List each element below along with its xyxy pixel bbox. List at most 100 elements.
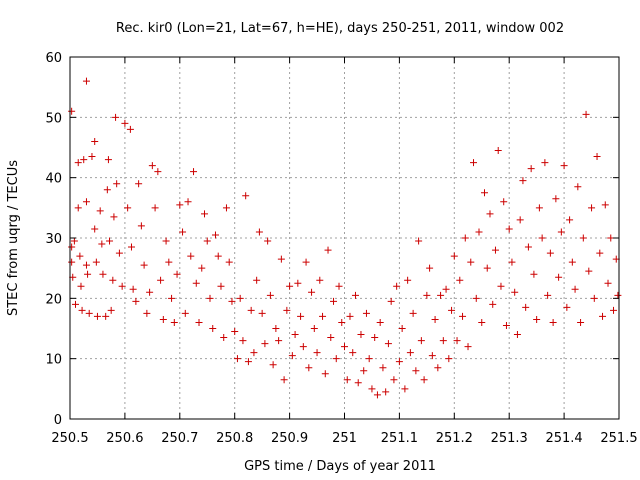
y-tick-label: 50 [45, 111, 62, 126]
data-point [395, 358, 403, 366]
x-tick-label: 251.3 [491, 431, 528, 446]
data-point [557, 228, 565, 236]
data-point [346, 312, 354, 320]
data-point [480, 189, 488, 197]
data-point [579, 234, 587, 242]
data-point [269, 361, 277, 369]
data-point [80, 156, 88, 164]
data-point [464, 343, 472, 351]
data-point [511, 288, 519, 296]
data-point [522, 303, 530, 311]
data-point [192, 279, 200, 287]
data-point [77, 282, 85, 290]
data-point [76, 252, 84, 260]
data-point [535, 204, 543, 212]
data-point [151, 204, 159, 212]
y-axis-ticks: 0 10 20 30 40 50 60 [45, 51, 619, 428]
data-point [571, 285, 579, 293]
data-point [214, 252, 222, 260]
data-point [288, 352, 296, 360]
data-point [431, 315, 439, 323]
data-point [68, 107, 76, 115]
data-point [84, 270, 92, 278]
data-point [203, 237, 211, 245]
data-point [368, 385, 376, 393]
data-point [283, 306, 291, 314]
data-point [137, 222, 145, 230]
data-point [91, 225, 99, 233]
y-tick-label: 20 [45, 292, 62, 307]
data-point [88, 153, 96, 161]
data-point [110, 213, 118, 221]
y-tick-label: 0 [54, 413, 62, 428]
data-point [68, 243, 76, 251]
data-point [198, 264, 206, 272]
x-tick-label: 250.6 [106, 431, 143, 446]
data-point [78, 306, 86, 314]
data-point [393, 282, 401, 290]
data-point [162, 237, 170, 245]
data-point [217, 282, 225, 290]
data-point [291, 331, 299, 339]
data-point [439, 337, 447, 345]
data-point [404, 276, 412, 284]
data-point [426, 264, 434, 272]
data-point [593, 153, 601, 161]
data-point [582, 110, 590, 118]
data-point [489, 300, 497, 308]
data-point [135, 180, 143, 188]
data-point [165, 258, 173, 266]
data-point [157, 276, 165, 284]
data-point [121, 119, 129, 127]
data-point [505, 225, 513, 233]
data-point [330, 297, 338, 305]
data-point [220, 334, 228, 342]
x-tick-label: 251.1 [381, 431, 418, 446]
data-point [417, 337, 425, 345]
data-point [146, 288, 154, 296]
data-point [563, 303, 571, 311]
data-point [588, 204, 596, 212]
data-point [494, 147, 502, 155]
data-point [106, 237, 114, 245]
data-point [448, 306, 456, 314]
data-point [107, 306, 115, 314]
data-point [96, 207, 104, 215]
data-point [599, 312, 607, 320]
data-point [604, 279, 612, 287]
data-point [313, 349, 321, 357]
data-point [533, 315, 541, 323]
data-point [470, 159, 478, 167]
y-tick-label: 30 [45, 232, 62, 247]
data-point [552, 195, 560, 203]
data-point [91, 137, 99, 145]
data-point [102, 312, 110, 320]
x-axis-ticks: 250.5 250.6 250.7 250.8 250.9 251 251.1 251.2 25… [51, 57, 638, 446]
data-point [324, 246, 332, 254]
data-point [258, 309, 266, 317]
data-point [428, 352, 436, 360]
data-point [371, 334, 379, 342]
data-point [82, 198, 90, 206]
data-point [321, 370, 329, 378]
data-point [412, 367, 420, 375]
x-tick-label: 250.5 [51, 431, 88, 446]
data-point [486, 210, 494, 218]
data-point [335, 282, 343, 290]
data-point [327, 334, 335, 342]
data-point [316, 276, 324, 284]
data-point [68, 258, 76, 266]
data-point [401, 385, 409, 393]
data-point [360, 367, 368, 375]
data-point [590, 294, 598, 302]
data-point [382, 388, 390, 396]
data-point [277, 255, 285, 263]
data-point [445, 355, 453, 363]
y-tick-label: 10 [45, 353, 62, 368]
data-point [239, 337, 247, 345]
data-point [420, 376, 428, 384]
data-point [168, 294, 176, 302]
data-point [113, 180, 121, 188]
data-point [310, 325, 318, 332]
data-point [373, 391, 381, 399]
